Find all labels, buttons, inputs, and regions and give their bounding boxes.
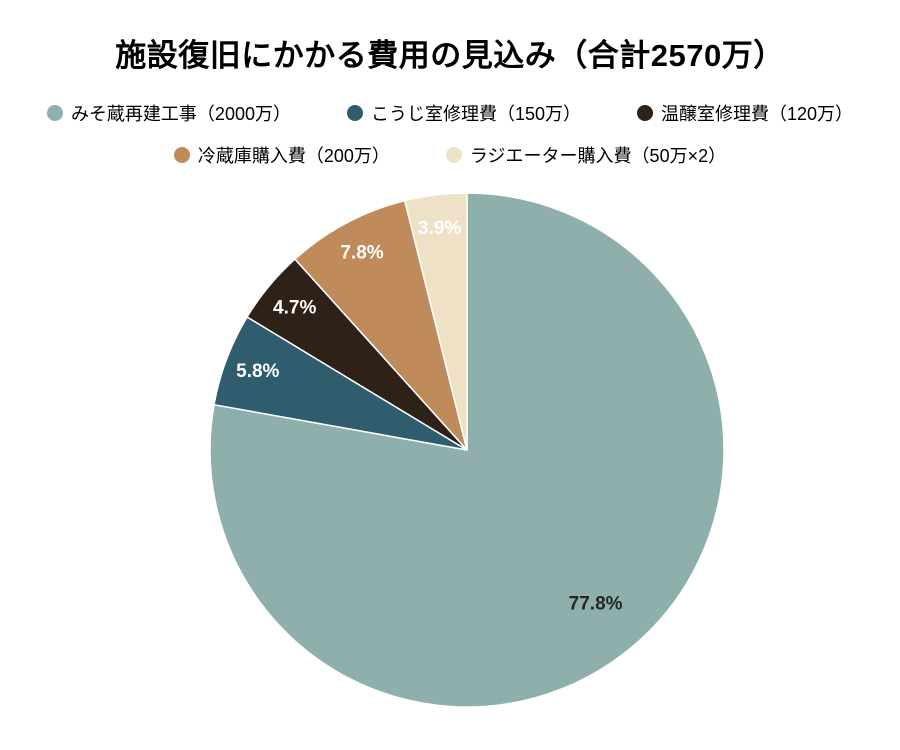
legend-label: 冷蔵庫購入費（200万）: [197, 146, 390, 166]
legend-marker: [46, 105, 63, 121]
legend-item: 温醸室修理費（120万）: [637, 100, 853, 126]
legend-marker: [346, 105, 363, 121]
pie-chart: 77.8% 5.8% 4.7% 7.8% 3.9%: [209, 192, 725, 708]
legend-marker: [445, 147, 462, 163]
chart-legend: みそ蔵再建工事（2000万） こうじ室修理費（150万） 温醸室修理費（120万） 冷…: [10, 100, 890, 168]
pie-slice-percent-label: 4.7%: [273, 298, 316, 319]
pie-slice: [404, 192, 468, 451]
legend-item: ラジエーター購入費（50万×2）: [445, 142, 727, 168]
chart-title: 施設復旧にかかる費用の見込み（合計2570万）: [115, 38, 785, 73]
pie-slice-percent-label: 7.8%: [340, 243, 383, 264]
legend-label: こうじ室修理費（150万）: [370, 104, 582, 124]
legend-item: みそ蔵再建工事（2000万）: [46, 100, 291, 126]
legend-label: ラジエーター購入費（50万×2）: [469, 146, 727, 166]
pie-slice-percent-label: 3.9%: [418, 218, 461, 239]
legend-marker: [173, 147, 190, 163]
legend-label: みそ蔵再建工事（2000万）: [70, 104, 291, 124]
pie-slice-percent-label: 5.8%: [236, 361, 279, 382]
legend-item: 冷蔵庫購入費（200万）: [173, 142, 390, 168]
pie-slice-percent-label: 77.8%: [569, 594, 623, 615]
legend-marker: [637, 105, 654, 121]
legend-label: 温醸室修理費（120万）: [661, 104, 854, 124]
legend-item: こうじ室修理費（150万）: [346, 100, 582, 126]
pie-slice: [294, 199, 468, 451]
